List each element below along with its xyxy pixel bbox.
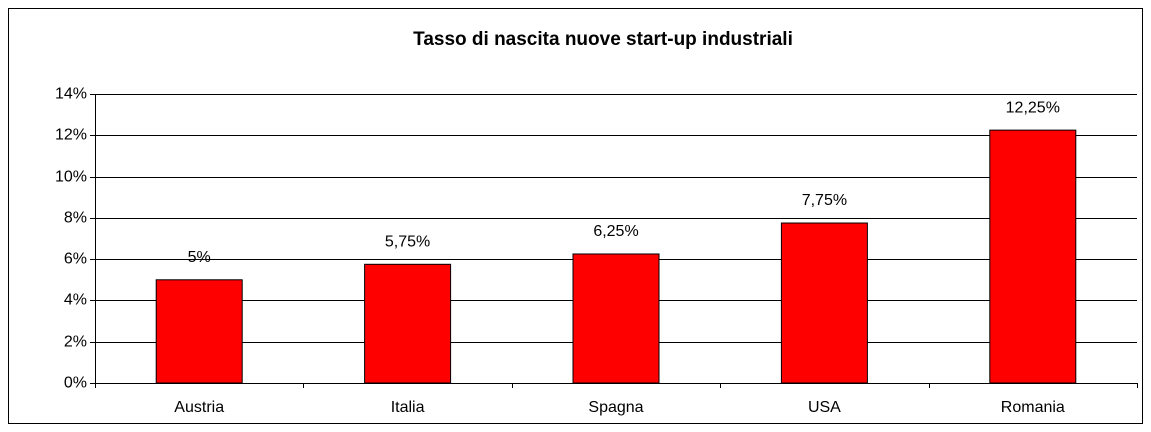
x-tick-label: Italia	[391, 399, 425, 416]
value-label: 7,75%	[802, 192, 847, 209]
bar	[780, 222, 868, 384]
bar	[572, 253, 660, 384]
bar	[989, 129, 1077, 384]
y-tick-label: 10%	[55, 169, 87, 186]
y-tick-label: 14%	[55, 86, 87, 103]
y-tick-label: 4%	[64, 292, 87, 309]
y-tick-label: 6%	[64, 251, 87, 268]
x-tick-label: Austria	[174, 399, 224, 416]
value-label: 6,25%	[593, 223, 638, 240]
x-tick-label: Romania	[1001, 399, 1065, 416]
value-label: 12,25%	[1006, 99, 1060, 116]
bar	[364, 263, 452, 384]
value-label: 5%	[188, 249, 211, 266]
y-tick-label: 8%	[64, 210, 87, 227]
y-tick-label: 2%	[64, 334, 87, 351]
bar	[155, 279, 243, 384]
value-label: 5,75%	[385, 234, 430, 251]
x-tick-label: USA	[808, 399, 841, 416]
x-tick-label: Spagna	[588, 399, 643, 416]
y-tick-label: 0%	[64, 375, 87, 392]
chart-title: Tasso di nascita nuove start-up industri…	[413, 29, 793, 50]
y-tick-label: 12%	[55, 127, 87, 144]
